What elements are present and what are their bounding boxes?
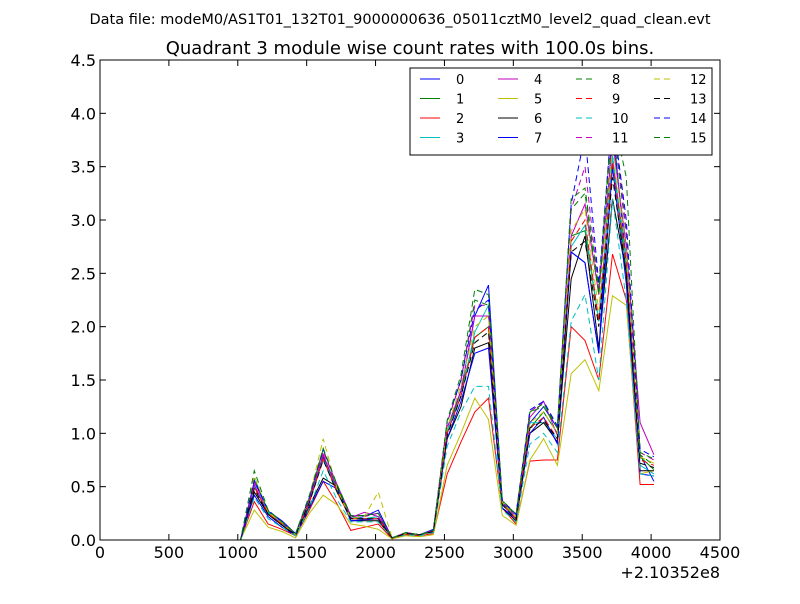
- legend-label-15: 15: [690, 132, 707, 147]
- y-tick-label: 1.0: [71, 424, 96, 443]
- legend-frame: [409, 67, 713, 156]
- y-tick-label: 1.5: [71, 371, 96, 390]
- series-line-10: [157, 198, 654, 541]
- x-tick-label: 1000: [217, 543, 258, 562]
- legend-label-6: 6: [534, 112, 542, 127]
- series-line-4: [157, 139, 655, 541]
- series-line-8: [157, 118, 655, 541]
- series-line-14: [157, 113, 655, 541]
- y-tick-label: 2.5: [71, 264, 96, 283]
- series-line-7: [157, 166, 654, 541]
- series-line-2: [157, 253, 654, 541]
- y-tick-label: 4.0: [71, 104, 96, 123]
- x-tick-label: 500: [154, 543, 185, 562]
- axis-layer: 0 500 1000 1500 2000 2500 3000 3500 4000 45000.00…: [71, 51, 741, 562]
- x-tick-label: 4000: [631, 543, 672, 562]
- legend-label-5: 5: [534, 93, 542, 108]
- x-tick-label: 2500: [424, 543, 465, 562]
- series-line-12: [157, 145, 655, 541]
- x-tick-label: 3500: [562, 543, 603, 562]
- series-line-9: [157, 161, 655, 541]
- legend-label-3: 3: [456, 132, 464, 147]
- series-line-11: [157, 107, 655, 541]
- series-line-6: [157, 198, 654, 541]
- plot-frame: [99, 59, 721, 541]
- legend-label-8: 8: [612, 73, 620, 88]
- y-tick-label: 4.5: [71, 51, 96, 70]
- legend-label-4: 4: [534, 73, 542, 88]
- legend-label-0: 0: [456, 73, 464, 88]
- legend-label-13: 13: [690, 93, 707, 108]
- x-tick-label: 0: [95, 543, 105, 562]
- x-tick-label: 1500: [286, 543, 327, 562]
- legend-label-12: 12: [690, 73, 707, 88]
- legend-label-7: 7: [534, 132, 542, 147]
- x-tick-label: 2000: [355, 543, 396, 562]
- series-line-1: [157, 155, 655, 541]
- series-line-5: [157, 294, 655, 541]
- y-tick-label: 0.0: [71, 531, 96, 550]
- series-line-15: [157, 113, 655, 541]
- y-tick-label: 3.0: [71, 211, 96, 230]
- legend-label-2: 2: [456, 112, 464, 127]
- y-tick-label: 0.5: [71, 478, 96, 497]
- series-line-0: [157, 123, 655, 541]
- series-line-3: [157, 155, 655, 541]
- y-tick-label: 2.0: [71, 318, 96, 337]
- chart-title: Quadrant 3 module wise count rates with …: [166, 38, 655, 59]
- legend-label-11: 11: [612, 132, 629, 147]
- legend-label-10: 10: [612, 112, 629, 127]
- x-offset-label: +2.10352e8: [620, 563, 720, 582]
- legend-label-14: 14: [690, 112, 707, 127]
- y-tick-label: 3.5: [71, 158, 96, 177]
- x-tick-label: 3000: [493, 543, 534, 562]
- data-file-label: Data file: modeM0/AS1T01_132T01_90000006…: [89, 12, 710, 28]
- x-tick-label: 4500: [700, 543, 741, 562]
- legend-label-1: 1: [456, 93, 464, 108]
- series-line-13: [157, 177, 655, 541]
- legend-label-9: 9: [612, 93, 620, 108]
- series-layer: [157, 107, 655, 541]
